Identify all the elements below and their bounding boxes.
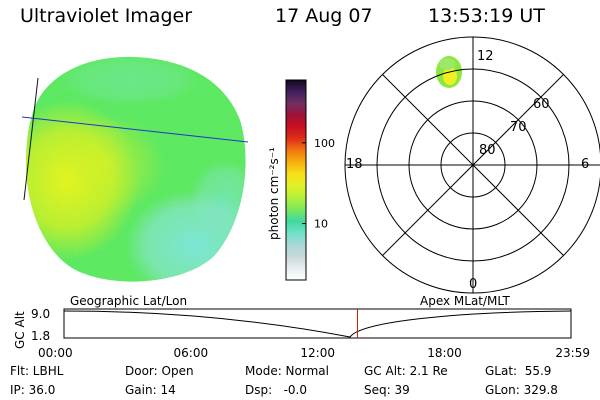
orbit-altitude-curve — [63, 310, 572, 338]
info-seq: Seq: 39 — [364, 383, 410, 397]
colorbar-tick-label: 10 — [314, 218, 328, 231]
colorbar-scale — [285, 79, 307, 281]
orbit-xtick-label: 06:00 — [174, 346, 209, 360]
info-mode: Mode: Normal — [245, 364, 329, 378]
orbit-ylabel: GC Alt — [13, 311, 27, 349]
image-time: 13:53:19 UT — [428, 5, 545, 27]
info-ip: IP: 36.0 — [10, 383, 56, 397]
orbit-ytick-top: 9.0 — [31, 307, 50, 321]
earth-uv-image — [21, 56, 249, 282]
info-flt: Flt: LBHL — [10, 364, 64, 378]
info-door: Door: Open — [125, 364, 194, 378]
orbit-ytick-bottom: 1.8 — [31, 329, 50, 343]
orbit-xtick-label: 00:00 — [38, 346, 73, 360]
info-gain: Gain: 14 — [125, 383, 176, 397]
mlt-label-left: 18 — [346, 157, 363, 172]
lat-label-70: 70 — [510, 120, 527, 135]
mlt-label-bottom: 0 — [469, 277, 477, 292]
lat-label-80: 80 — [479, 143, 496, 158]
orbit-plot: Geographic Lat/Lon Apex MLat/MLT GC Alt … — [13, 294, 590, 360]
orbit-xtick-label: 18:00 — [427, 346, 462, 360]
colorbar: 100 10 photon cm⁻²s⁻¹ — [267, 79, 335, 281]
terminator-line — [21, 116, 249, 143]
colorbar-unit-label: photon cm⁻²s⁻¹ — [267, 147, 281, 240]
info-glat: GLat: 55.9 — [485, 364, 552, 378]
orbit-frame — [63, 308, 572, 339]
orbit-right-label: Apex MLat/MLT — [420, 294, 510, 308]
info-dsp: Dsp: -0.0 — [245, 383, 308, 397]
lat-label-60: 60 — [533, 97, 550, 112]
polar-mlt-dial: 80 70 60 12 0 18 6 — [344, 36, 600, 294]
info-glon: GLon: 329.8 — [485, 383, 558, 397]
mlt-label-top: 12 — [477, 49, 494, 64]
info-gc-alt: GC Alt: 2.1 Re — [364, 364, 448, 378]
mlt-label-right: 6 — [581, 157, 589, 172]
orbit-xtick-label: 12:00 — [300, 346, 335, 360]
image-date: 17 Aug 07 — [275, 5, 373, 27]
orbit-xtick-label: 23:59 — [555, 346, 590, 360]
colorbar-tick-label: 100 — [314, 137, 335, 150]
dial-diagonal-2 — [382, 74, 564, 256]
orbit-left-label: Geographic Lat/Lon — [70, 294, 187, 308]
limb-line — [23, 77, 39, 201]
page-title: Ultraviolet Imager — [20, 5, 193, 27]
